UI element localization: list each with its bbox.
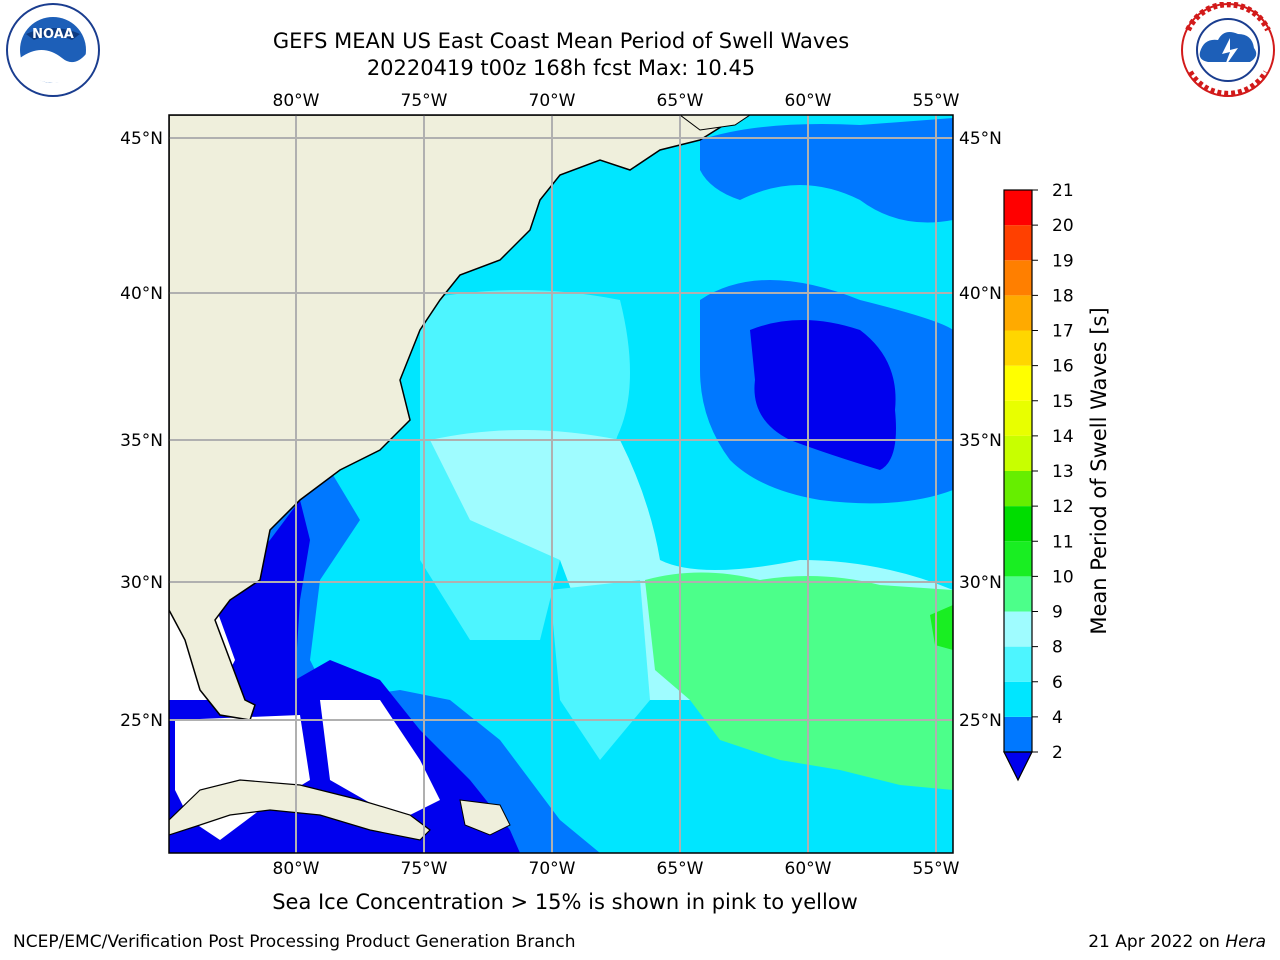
- lon-label-bottom: 75°W: [401, 859, 448, 879]
- plot-area: [169, 115, 953, 853]
- colorbar-label: Mean Period of Swell Waves [s]: [1087, 307, 1111, 634]
- footer-credit: NCEP/EMC/Verification Post Processing Pr…: [13, 932, 576, 952]
- chart-subtitle: 20220419 t00z 168h fcst Max: 10.45: [366, 56, 756, 80]
- colorbar-tick-label: 16: [1052, 357, 1074, 377]
- colorbar-tick-label: 17: [1052, 322, 1074, 342]
- lon-label-top: 55°W: [913, 91, 960, 111]
- colorbar-bin: [1004, 576, 1032, 612]
- band-9-10: [645, 572, 953, 790]
- lat-label-right: 35°N: [959, 431, 1002, 451]
- chart-title: GEFS MEAN US East Coast Mean Period of S…: [272, 29, 850, 53]
- colorbar-bin: [1004, 260, 1032, 296]
- colorbar-extend: [1003, 751, 1033, 782]
- noaa-logo: NOAA: [6, 3, 100, 97]
- lat-label-left: 25°N: [120, 711, 163, 731]
- lon-label-top: 60°W: [785, 91, 832, 111]
- colorbar-bin: [1004, 295, 1032, 331]
- colorbar-bin: [1004, 541, 1032, 577]
- nws-logo: [1181, 2, 1275, 97]
- nova-scotia-land: [679, 115, 751, 131]
- lon-label-top: 70°W: [529, 91, 576, 111]
- lat-label-right: 40°N: [959, 284, 1002, 304]
- lon-label-top: 80°W: [273, 91, 320, 111]
- colorbar-bin: [1004, 611, 1032, 647]
- colorbar-tick-label: 18: [1052, 286, 1074, 306]
- no-data-bahamas: [320, 700, 440, 820]
- lat-label-left: 35°N: [120, 431, 163, 451]
- colorbar-bin: [1004, 365, 1032, 401]
- lon-label-bottom: 80°W: [273, 859, 320, 879]
- footer-host: Hera: [1225, 932, 1266, 952]
- sea-ice-note: Sea Ice Concentration > 15% is shown in …: [272, 890, 858, 914]
- colorbar-tick-label: 19: [1052, 251, 1074, 271]
- colorbar-bin: [1004, 471, 1032, 507]
- lon-label-bottom: 55°W: [913, 859, 960, 879]
- lat-label-right: 30°N: [959, 573, 1002, 593]
- colorbar-tick-label: 20: [1052, 216, 1074, 236]
- plot-frame: [168, 114, 954, 854]
- footer-date-text: 21 Apr 2022 on: [1088, 932, 1226, 952]
- footer-date: 21 Apr 2022 on Hera: [1088, 932, 1266, 952]
- lat-label-left: 45°N: [120, 129, 163, 149]
- colorbar-bin: [1004, 716, 1032, 752]
- colorbar-tick-label: 10: [1052, 567, 1074, 587]
- colorbar-tick-label: 21: [1052, 181, 1074, 201]
- lat-label-right: 25°N: [959, 711, 1002, 731]
- colorbar-tick-label: 2: [1052, 743, 1063, 763]
- lat-label-left: 30°N: [120, 573, 163, 593]
- colorbar-bin: [1004, 400, 1032, 436]
- lon-label-top: 75°W: [401, 91, 448, 111]
- colorbar-tick-label: 9: [1052, 603, 1063, 623]
- colorbar-tick-label: 14: [1052, 427, 1074, 447]
- colorbar-bin: [1004, 190, 1032, 226]
- lon-label-bottom: 70°W: [529, 859, 576, 879]
- hispaniola-land: [459, 799, 511, 836]
- colorbar-bin: [1004, 330, 1032, 366]
- lon-label-top: 65°W: [657, 91, 704, 111]
- noaa-logo-text: NOAA: [32, 27, 74, 42]
- colorbar-bin: [1004, 646, 1032, 682]
- lat-label-left: 40°N: [120, 284, 163, 304]
- band-2-4-north: [700, 118, 953, 223]
- colorbar-bin: [1004, 435, 1032, 471]
- band-6-8-south: [550, 580, 650, 760]
- colorbar-tick-label: 11: [1052, 532, 1074, 552]
- colorbar-tick-label: 6: [1052, 673, 1063, 693]
- lon-label-bottom: 60°W: [785, 859, 832, 879]
- colorbar-tick-label: 13: [1052, 462, 1074, 482]
- colorbar-bin: [1004, 681, 1032, 717]
- colorbar-tick-label: 15: [1052, 392, 1074, 412]
- colorbar-tick-label: 12: [1052, 497, 1074, 517]
- colorbar-bin: [1004, 225, 1032, 261]
- band-below-2-low: [750, 320, 896, 470]
- lat-label-right: 45°N: [959, 129, 1002, 149]
- colorbar-tick-label: 4: [1052, 708, 1063, 728]
- colorbar-bin: [1004, 506, 1032, 542]
- colorbar-tick-label: 8: [1052, 638, 1063, 658]
- cuba-land: [169, 779, 431, 841]
- lon-label-bottom: 65°W: [657, 859, 704, 879]
